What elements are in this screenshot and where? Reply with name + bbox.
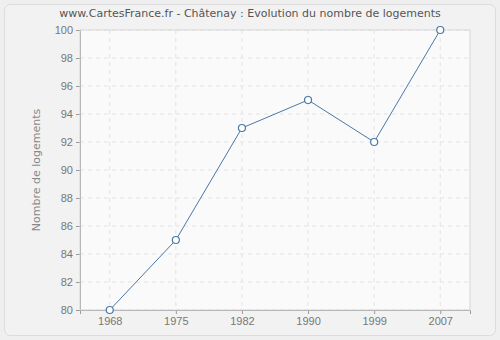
series [106, 27, 444, 314]
grid-line [109, 30, 110, 310]
y-tick-label: 92 [61, 136, 73, 148]
x-tick-label: 1982 [230, 315, 254, 327]
x-tick-mark [308, 310, 309, 314]
y-tick: 82 [61, 276, 80, 288]
grid-line [308, 30, 309, 310]
line [110, 30, 441, 310]
x-tick: 2007 [429, 310, 453, 327]
y-tick-mark [76, 58, 80, 59]
background [0, 0, 500, 340]
y-tick-mark [76, 114, 80, 115]
y-tick-mark [76, 282, 80, 283]
y-axis: 80 82 84 86 88 90 92 94 96 98 100 [55, 24, 81, 316]
y-tick-label: 82 [61, 276, 73, 288]
y-tick: 86 [61, 220, 80, 232]
y-tick: 88 [61, 192, 80, 204]
y-tick-label: 86 [61, 220, 73, 232]
grid-line [80, 142, 470, 143]
y-tick-mark [76, 86, 80, 87]
x-tick-label: 1999 [362, 315, 386, 327]
y-tick: 80 [61, 304, 80, 316]
y-axis-title: Nombre de logements [30, 108, 43, 231]
y-tick-mark [76, 254, 80, 255]
panel [5, 5, 496, 336]
y-tick: 96 [61, 80, 80, 92]
grid-line [80, 226, 470, 227]
y-tick-mark [76, 142, 80, 143]
grid-line [80, 282, 470, 283]
y-tick-mark [76, 30, 80, 31]
x-tick-mark [242, 310, 243, 314]
marker [305, 97, 312, 104]
grid-line [80, 58, 470, 59]
plot: 8082848688909294969810019681975198219901… [55, 24, 471, 327]
x-tick: 1982 [230, 310, 254, 327]
grid [80, 30, 470, 310]
marker [437, 27, 444, 34]
y-tick: 94 [61, 108, 80, 120]
x-tick-mark [440, 310, 441, 314]
y-tick: 98 [61, 52, 80, 64]
plot-area [80, 30, 470, 310]
x-tick-label: 1968 [98, 315, 122, 327]
x-tick-label: 1990 [296, 315, 320, 327]
y-tick-label: 90 [61, 164, 73, 176]
plot-frame [80, 30, 470, 310]
y-tick: 92 [61, 136, 80, 148]
marker [106, 307, 113, 314]
x-tick: 1990 [296, 310, 320, 327]
marker [172, 237, 179, 244]
x-tick: 1975 [164, 310, 188, 327]
y-tick-label: 96 [61, 80, 73, 92]
marker [238, 125, 245, 132]
x-axis-line [81, 311, 471, 315]
x-tick-label: 2007 [429, 315, 453, 327]
y-tick-mark [76, 226, 80, 227]
grid-line [440, 30, 441, 310]
x-tick-label: 1975 [164, 315, 188, 327]
y-tick-label: 88 [61, 192, 73, 204]
x-tick: 1999 [362, 310, 386, 327]
grid-line [175, 30, 176, 310]
grid-line [80, 86, 470, 87]
x-tick-mark [176, 310, 177, 314]
grid-line [374, 30, 375, 310]
y-tick-label: 84 [61, 248, 73, 260]
chart: 8082848688909294969810019681975198219901… [0, 0, 500, 340]
y-tick: 84 [61, 248, 80, 260]
grid-line [80, 198, 470, 199]
y-tick: 100 [55, 24, 80, 36]
y-tick-label: 100 [55, 24, 73, 36]
y-tick-label: 80 [61, 304, 73, 316]
y-tick-label: 98 [61, 52, 73, 64]
y-tick-mark [76, 170, 80, 171]
grid-line [80, 170, 470, 171]
y-tick-mark [76, 310, 80, 311]
marker [371, 139, 378, 146]
y-tick-mark [76, 198, 80, 199]
title: www.CartesFrance.fr - Châtenay : Evoluti… [59, 7, 441, 20]
x-axis: 1968 1975 1982 1990 1999 2007 [81, 310, 471, 327]
y-tick: 90 [61, 164, 80, 176]
grid-line [241, 30, 242, 310]
x-tick-mark [374, 310, 375, 314]
grid-line [80, 254, 470, 255]
y-tick-label: 94 [61, 108, 73, 120]
